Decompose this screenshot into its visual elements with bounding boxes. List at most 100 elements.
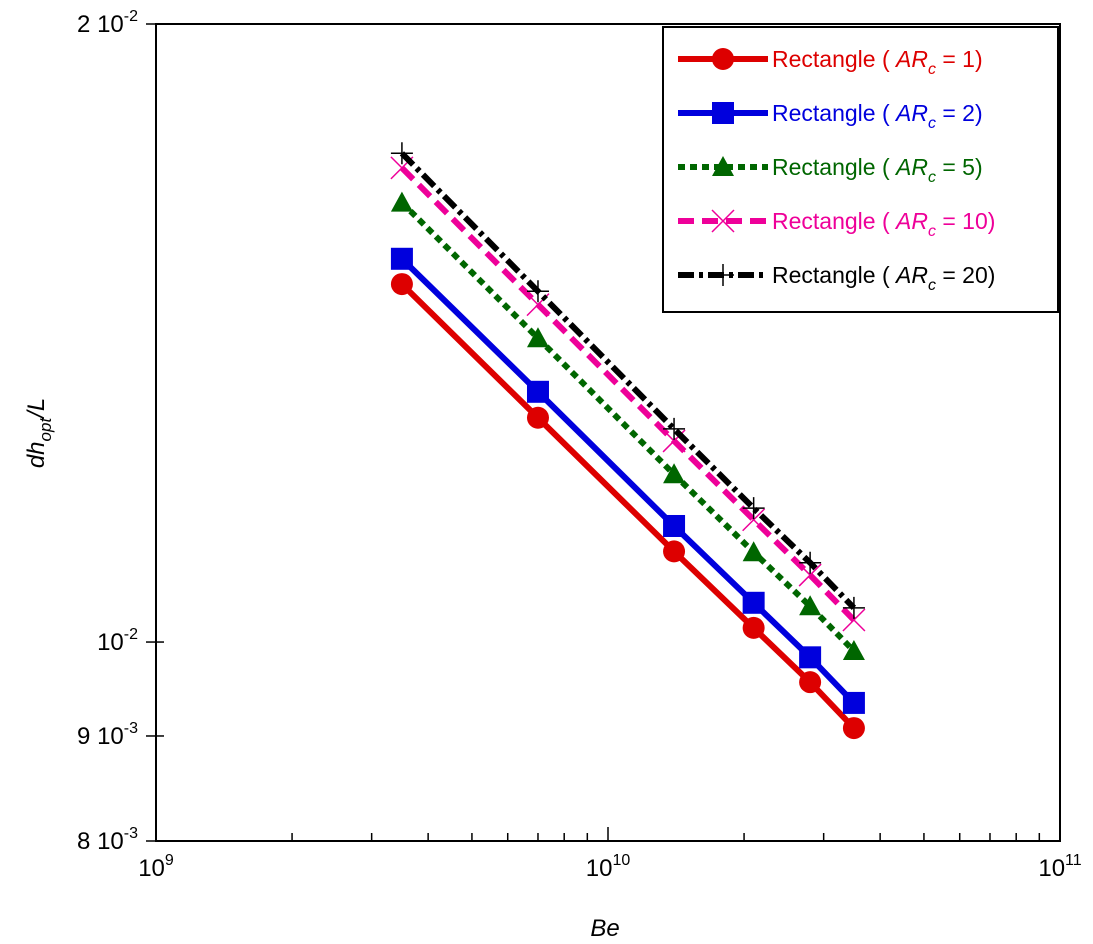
legend-swatch-marker xyxy=(712,102,734,124)
data-point xyxy=(742,497,765,520)
legend-label-var: AR xyxy=(894,208,928,234)
x-tick-label-base: 10 xyxy=(1038,855,1065,882)
legend-swatch-marker xyxy=(712,156,734,176)
data-point xyxy=(663,514,686,537)
y-tick-label-exp: -3 xyxy=(124,825,138,842)
y-axis-label: dhopt/L xyxy=(23,398,55,468)
data-point xyxy=(663,417,686,440)
data-point xyxy=(526,327,549,348)
x-tick-label-exp: 9 xyxy=(165,852,174,869)
data-point xyxy=(742,591,765,614)
legend-label: Rectangle ( ARc = 2) xyxy=(772,100,983,132)
x-tick-label: 1011 xyxy=(1038,852,1081,882)
y-tick-label-mantissa: 10 xyxy=(97,629,124,656)
series-5 xyxy=(390,142,865,619)
data-point xyxy=(842,608,866,632)
legend-label-suffix: = 1) xyxy=(936,46,983,72)
legend-label-suffix: = 5) xyxy=(936,154,983,180)
legend-label-prefix: Rectangle ( xyxy=(772,262,896,288)
data-point xyxy=(526,380,549,403)
x-tick-label: 109 xyxy=(138,852,174,882)
y-tick-label-mantissa: 9 10 xyxy=(77,723,124,750)
x-tick-label: 1010 xyxy=(586,852,631,882)
y-tick-label: 8 10-3 xyxy=(77,825,138,855)
series-3 xyxy=(390,191,865,660)
legend-label: Rectangle ( ARc = 5) xyxy=(772,154,983,186)
data-point xyxy=(799,646,822,669)
y-tick-labels: 2 10-210-29 10-38 10-3 xyxy=(77,8,138,855)
legend-label-sub: c xyxy=(928,223,936,240)
y-tick-label-exp: -3 xyxy=(124,720,138,737)
legend-label: Rectangle ( ARc = 10) xyxy=(772,208,995,240)
x-tick-labels: 109 1010 1011 xyxy=(138,852,1082,882)
series-2 xyxy=(390,247,865,714)
data-point xyxy=(742,508,766,532)
data-point xyxy=(663,463,686,484)
series-line-5 xyxy=(399,151,857,610)
data-point xyxy=(526,280,549,303)
legend-label-var: AR xyxy=(894,262,928,288)
series-line-3 xyxy=(399,200,857,654)
legend: Rectangle ( ARc = 1)Rectangle ( ARc = 2)… xyxy=(662,26,1059,313)
y-axis-label-base: dh xyxy=(23,441,50,468)
legend-label-sub: c xyxy=(928,277,936,294)
y-tick-label: 9 10-3 xyxy=(77,720,138,750)
data-point xyxy=(842,639,865,660)
y-tick-label-mantissa: 2 10 xyxy=(77,11,124,38)
data-point xyxy=(842,596,865,619)
data-point xyxy=(799,595,822,616)
y-axis-label-tail: /L xyxy=(23,398,50,420)
legend-label-suffix: = 20) xyxy=(936,262,995,288)
legend-label-sub: c xyxy=(928,61,936,78)
y-tick-label: 10-2 xyxy=(97,626,138,656)
legend-swatch-marker xyxy=(712,264,734,286)
x-axis-ticks xyxy=(155,827,1061,841)
data-point xyxy=(799,551,822,574)
data-point xyxy=(390,191,413,212)
data-point xyxy=(842,691,865,714)
legend-item-1: Rectangle ( ARc = 1) xyxy=(678,46,983,78)
legend-item-2: Rectangle ( ARc = 2) xyxy=(678,100,983,132)
data-point xyxy=(742,541,765,562)
y-axis-ticks xyxy=(146,23,164,842)
legend-label-var: AR xyxy=(894,154,928,180)
legend-label-var: AR xyxy=(894,46,928,72)
series-1 xyxy=(390,273,865,740)
legend-label-sub: c xyxy=(928,169,936,186)
y-axis-label-sub: opt xyxy=(36,417,55,442)
legend-item-3: Rectangle ( ARc = 5) xyxy=(678,154,983,186)
x-axis-label: Be xyxy=(590,915,619,942)
legend-label-prefix: Rectangle ( xyxy=(772,208,896,234)
data-point xyxy=(390,142,413,165)
data-point xyxy=(390,273,413,296)
legend-label-suffix: = 10) xyxy=(936,208,995,234)
legend-swatch-marker xyxy=(712,48,734,70)
data-point xyxy=(526,406,549,429)
x-tick-label-exp: 10 xyxy=(612,852,630,869)
legend-label-sub: c xyxy=(928,115,936,132)
legend-label: Rectangle ( ARc = 1) xyxy=(772,46,983,78)
legend-label-var: AR xyxy=(894,100,928,126)
data-point xyxy=(390,247,413,270)
data-point xyxy=(842,717,865,740)
legend-swatch-marker xyxy=(711,209,735,233)
x-tick-label-exp: 11 xyxy=(1065,852,1082,869)
series-layer xyxy=(390,142,866,740)
legend-label-prefix: Rectangle ( xyxy=(772,154,896,180)
data-point xyxy=(742,616,765,639)
y-tick-label-exp: -2 xyxy=(124,626,138,643)
data-point xyxy=(798,563,822,587)
x-tick-label-base: 10 xyxy=(138,855,165,882)
data-point xyxy=(799,671,822,694)
y-tick-label: 2 10-2 xyxy=(77,8,138,38)
legend-item-4: Rectangle ( ARc = 10) xyxy=(678,208,995,240)
legend-label-prefix: Rectangle ( xyxy=(772,100,896,126)
legend-label-suffix: = 2) xyxy=(936,100,983,126)
x-tick-label-base: 10 xyxy=(586,855,613,882)
legend-label-prefix: Rectangle ( xyxy=(772,46,896,72)
y-tick-label-mantissa: 8 10 xyxy=(77,828,124,855)
y-tick-label-exp: -2 xyxy=(124,8,138,25)
legend-item-5: Rectangle ( ARc = 20) xyxy=(678,262,995,294)
data-point xyxy=(663,540,686,563)
